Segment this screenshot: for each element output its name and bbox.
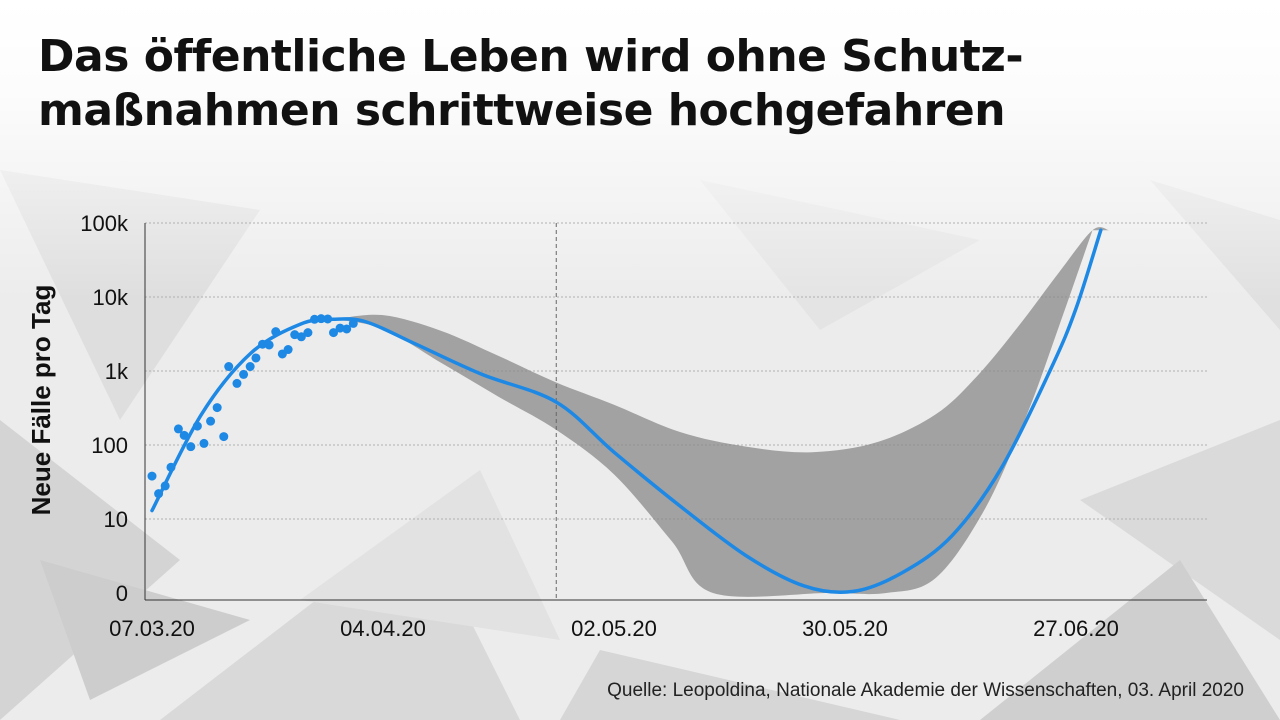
chart-title-line-1: Das öffentliche Leben wird ohne Schutz- — [38, 31, 1024, 82]
data-point — [147, 471, 157, 481]
x-tick-label: 30.05.20 — [802, 616, 888, 641]
data-point — [303, 328, 313, 338]
data-point — [154, 489, 164, 499]
x-tick-label: 02.05.20 — [571, 616, 657, 641]
y-tick-label: 100 — [91, 433, 128, 458]
data-point — [212, 403, 222, 413]
data-point — [160, 481, 170, 491]
chart-title: Das öffentliche Leben wird ohne Schutz- … — [38, 30, 1258, 138]
data-point — [186, 442, 196, 452]
data-point — [323, 314, 333, 324]
data-point — [329, 328, 338, 338]
source-note: Quelle: Leopoldina, Nationale Akademie d… — [607, 680, 1244, 701]
data-point — [232, 378, 242, 388]
data-points — [147, 314, 358, 499]
data-point — [179, 430, 189, 440]
data-point — [192, 421, 202, 431]
x-tick-label: 27.06.20 — [1033, 616, 1119, 641]
x-tick-label: 07.03.20 — [109, 616, 195, 641]
data-point — [271, 327, 281, 337]
y-tick-label: 10k — [93, 285, 129, 310]
data-point — [199, 438, 209, 448]
y-tick-label: 0 — [116, 581, 128, 606]
data-point — [310, 314, 320, 324]
data-point — [258, 339, 268, 349]
model-curve — [150, 228, 1103, 595]
data-point — [342, 324, 352, 334]
data-point — [316, 314, 326, 324]
data-point — [296, 332, 306, 342]
y-tick-label: 100k — [80, 211, 129, 236]
data-point — [166, 462, 176, 472]
data-point — [251, 353, 261, 363]
data-point — [245, 362, 255, 372]
confidence-band — [333, 227, 1109, 597]
x-tick-label: 04.04.20 — [340, 616, 426, 641]
y-axis-label: Neue Fälle pro Tag — [26, 285, 56, 516]
data-point — [335, 323, 345, 333]
data-point — [219, 432, 229, 442]
data-point — [264, 340, 274, 350]
data-point — [283, 345, 293, 355]
data-point — [206, 416, 216, 426]
data-point — [348, 318, 358, 328]
data-point — [173, 424, 183, 434]
y-tick-label: 10 — [104, 507, 128, 532]
data-point — [224, 362, 234, 372]
y-tick-label: 1k — [105, 359, 129, 384]
chart-title-line-2: maßnahmen schrittweise hochgefahren — [38, 85, 1006, 136]
data-point — [239, 369, 249, 379]
